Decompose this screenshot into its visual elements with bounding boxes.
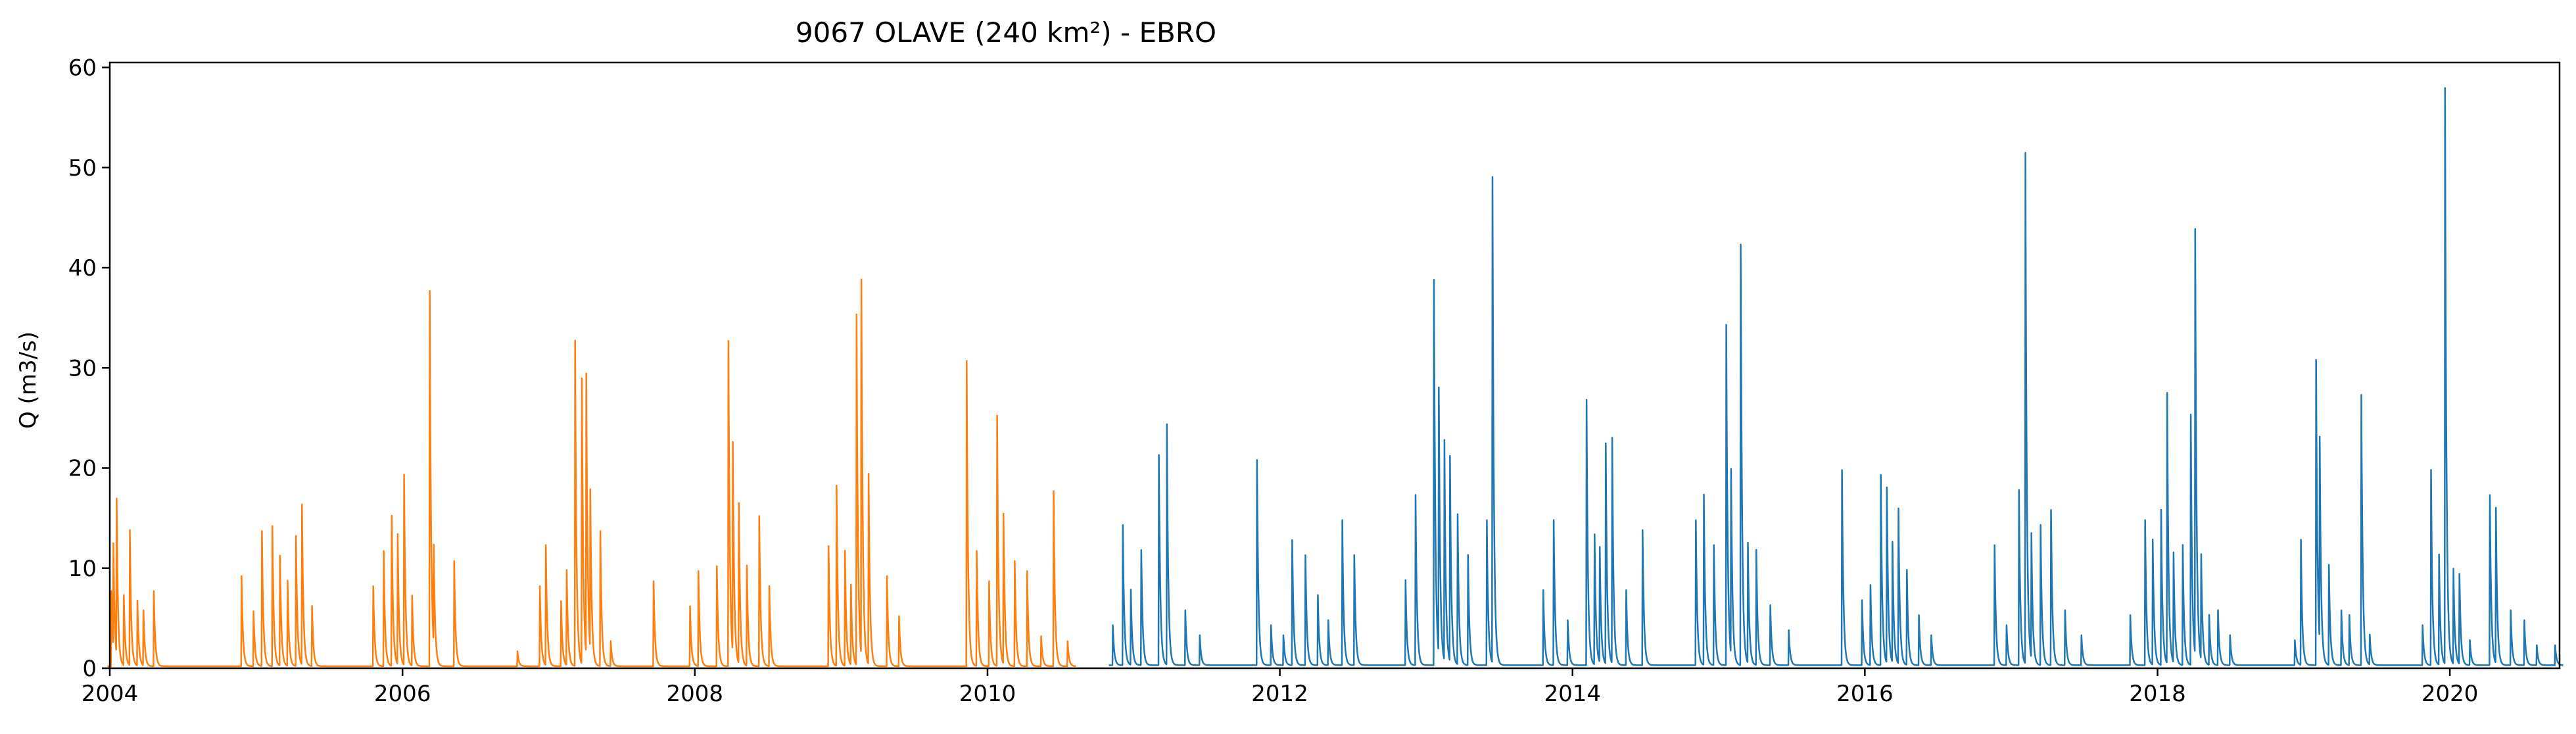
series-line-2: [1108, 87, 2564, 666]
x-tick-label: 2018: [2129, 681, 2186, 707]
y-axis: 0 10 20 30 40 50 60: [68, 55, 110, 682]
plot-frame: [108, 61, 2561, 670]
y-tick-label: 50: [68, 155, 97, 182]
x-tick-label: 2016: [1836, 681, 1894, 707]
x-tick-label: 2014: [1544, 681, 1601, 707]
y-tick-label: 30: [68, 355, 97, 381]
chart-title: 9067 OLAVE (240 km²) - EBRO: [796, 16, 1216, 49]
x-tick-label: 2004: [82, 681, 139, 707]
y-tick-label: 20: [68, 456, 97, 482]
x-tick-label: 2006: [374, 681, 431, 707]
x-tick-label: 2008: [667, 681, 724, 707]
y-axis-label: Q (m3/s): [15, 331, 41, 429]
x-tick-label: 2012: [1251, 681, 1308, 707]
y-tick-label: 0: [82, 656, 97, 682]
series-line-1: [107, 278, 1076, 668]
y-tick-label: 40: [68, 255, 97, 281]
x-tick-label: 2010: [959, 681, 1016, 707]
y-tick-label: 60: [68, 55, 97, 82]
x-axis: 2004 2006 2008 2010 2012 2014 2016 2018 2020: [82, 668, 2479, 707]
x-tick-label: 2020: [2421, 681, 2479, 707]
y-tick-label: 10: [68, 556, 97, 582]
series-layer: [107, 87, 2564, 668]
